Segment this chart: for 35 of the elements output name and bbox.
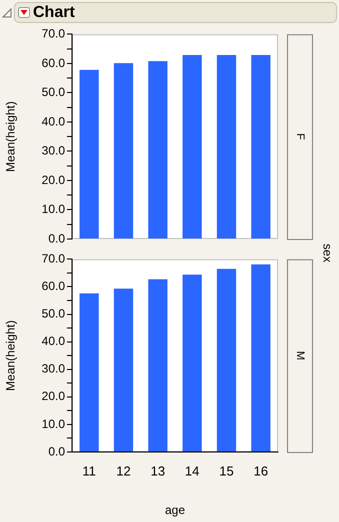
y-tick-label: 20.0 — [42, 389, 66, 404]
y-tick-label: 30.0 — [42, 144, 66, 158]
y-tick-label: 10.0 — [42, 416, 66, 431]
y-tick-label: 0.0 — [48, 444, 66, 458]
y-tick-label: 50.0 — [42, 306, 66, 321]
y-tick-label: 70.0 — [42, 252, 66, 266]
bar — [148, 279, 168, 452]
y-tick-label: 60.0 — [42, 279, 66, 294]
bar — [80, 293, 99, 452]
bar — [182, 274, 202, 452]
y-tick-label: 70.0 — [42, 26, 66, 41]
y-tick-label: 0.0 — [48, 231, 66, 246]
x-tick-label: 12 — [116, 463, 131, 478]
text: M — [294, 351, 306, 360]
y-tick-label: 20.0 — [42, 172, 66, 187]
y-tick-label: 40.0 — [42, 334, 66, 348]
text: F — [294, 133, 306, 140]
bar — [114, 288, 134, 452]
y-tick-label: 40.0 — [42, 114, 66, 128]
x-tick-label: 13 — [150, 463, 166, 478]
x-tick-label: 14 — [184, 463, 200, 478]
chart-title: Chart — [33, 4, 75, 22]
x-axis-title: age — [164, 503, 186, 518]
x-tick-label: 16 — [254, 463, 268, 478]
bar — [251, 264, 270, 452]
bar — [216, 268, 236, 452]
y-tick-label: 30.0 — [42, 362, 66, 376]
y-axis-title: Mean(height) — [4, 320, 18, 391]
x-tick-label: 15 — [219, 463, 234, 478]
text: sex — [320, 244, 335, 262]
x-tick-label: 11 — [82, 463, 96, 478]
y-axis-title: Mean(height) — [4, 101, 18, 172]
y-tick-label: 60.0 — [42, 56, 66, 70]
y-tick-label: 10.0 — [42, 202, 66, 216]
y-tick-label: 50.0 — [42, 85, 66, 100]
